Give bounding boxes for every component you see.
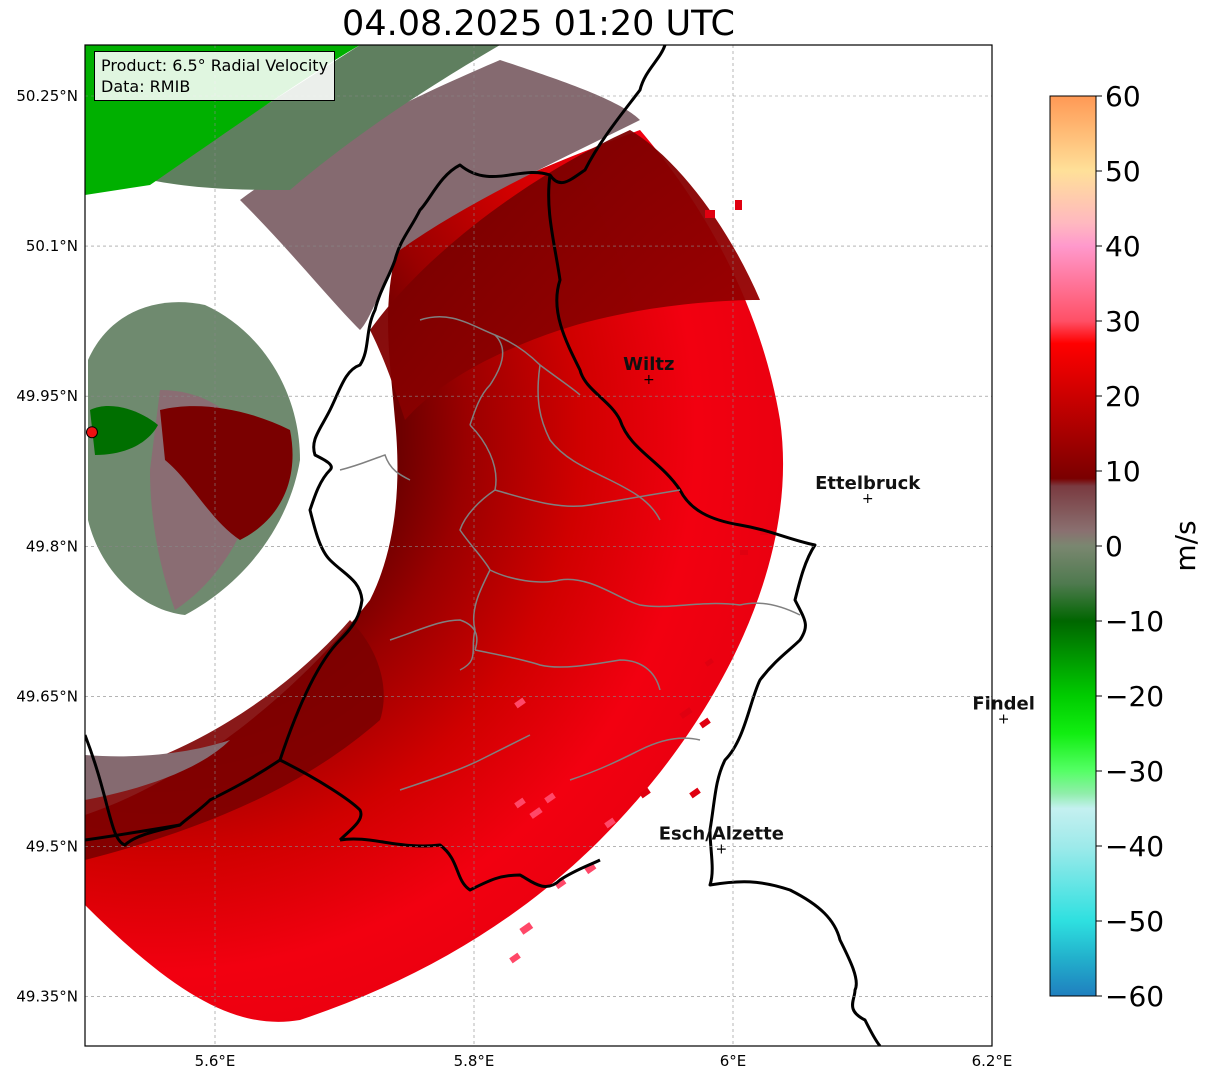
- echo-speckles-red: [639, 200, 768, 799]
- canton-boundaries: [339, 316, 801, 791]
- lon-tick-label: 5.8°E: [454, 1052, 495, 1070]
- echo-ring-red: [85, 130, 784, 1022]
- colorbar-tick-labels: 60 50 40 30 20 10 0 −10 −20 −30 −40 −50 −60: [1096, 80, 1164, 1013]
- colorbar-tick-label: 0: [1105, 530, 1123, 563]
- colorbar: 60 50 40 30 20 10 0 −10 −20 −30 −40 −50 −60 m/s: [1049, 80, 1202, 1013]
- lat-tick-label: 49.8°N: [26, 537, 78, 555]
- colorbar-tick-label: −20: [1105, 680, 1164, 713]
- lon-tick-label: 6°E: [720, 1052, 747, 1070]
- map-title: 04.08.2025 01:20 UTC: [342, 4, 735, 44]
- product-text: Product: 6.5° Radial Velocity: [101, 56, 329, 75]
- echo-speckles-pink: [509, 697, 616, 964]
- lat-tick-label: 49.5°N: [26, 837, 78, 855]
- radar-echo-layer: [85, 45, 992, 1046]
- echo-band-mauve-north: [240, 60, 640, 330]
- colorbar-tick-label: −10: [1105, 605, 1164, 638]
- city-label: Esch/Alzette: [659, 823, 784, 844]
- city-marker: +: [998, 711, 1010, 727]
- lat-tick-label: 49.35°N: [16, 988, 78, 1006]
- plot-frame: [84, 44, 993, 1047]
- radar-site-marker: [85, 426, 98, 439]
- colorbar-tick-label: −40: [1105, 830, 1164, 863]
- data-source-text: Data: RMIB: [101, 77, 191, 96]
- lat-tick-label: 49.95°N: [16, 387, 78, 405]
- lon-tick-label: 6.2°E: [972, 1052, 1013, 1070]
- colorbar-tick-label: 40: [1105, 230, 1141, 263]
- city-marker: +: [643, 372, 655, 388]
- colorbar-tick-label: −30: [1105, 755, 1164, 788]
- longitude-tick-labels: 5.6°E5.8°E6°E6.2°E6.4°E6.6°E: [195, 1052, 1013, 1070]
- lat-tick-label: 49.65°N: [16, 687, 78, 705]
- city-label: Wiltz: [623, 354, 674, 375]
- country-borders: [85, 45, 882, 1046]
- echo-band-mauve-sw: [85, 740, 230, 800]
- near-radar-clutter: [88, 302, 300, 615]
- colorbar-unit-label: m/s: [1169, 520, 1202, 571]
- colorbar-scale: [1049, 95, 1097, 997]
- city-label: Ettelbruck: [815, 473, 921, 494]
- colorbar-tick-label: −50: [1105, 905, 1164, 938]
- echo-band-dark: [370, 130, 760, 420]
- colorbar-tick-label: −60: [1105, 980, 1164, 1013]
- colorbar-tick-label: 10: [1105, 455, 1141, 488]
- echo-band-dark-sw: [85, 620, 384, 860]
- colorbar-tick-label: 30: [1105, 305, 1141, 338]
- city-label: Findel: [972, 693, 1035, 714]
- city-layer: +Wiltz+Ettelbruck+Findel+Esch/Alzette: [623, 354, 1035, 857]
- colorbar-tick-label: 20: [1105, 380, 1141, 413]
- lat-tick-label: 50.25°N: [16, 87, 78, 105]
- colorbar-tick-label: 60: [1105, 80, 1141, 113]
- city-marker: +: [862, 491, 874, 507]
- product-info-box: Product: 6.5° Radial Velocity Data: RMIB: [94, 51, 336, 101]
- echo-band-gray-green: [150, 45, 500, 190]
- latitude-tick-labels: 50.25°N 50.1°N 49.95°N 49.8°N 49.65°N 49.5°N 4…: [16, 87, 78, 1006]
- lat-tick-label: 50.1°N: [26, 237, 78, 255]
- lon-tick-label: 5.6°E: [195, 1052, 236, 1070]
- colorbar-tick-label: 50: [1105, 155, 1141, 188]
- city-marker: +: [715, 841, 727, 857]
